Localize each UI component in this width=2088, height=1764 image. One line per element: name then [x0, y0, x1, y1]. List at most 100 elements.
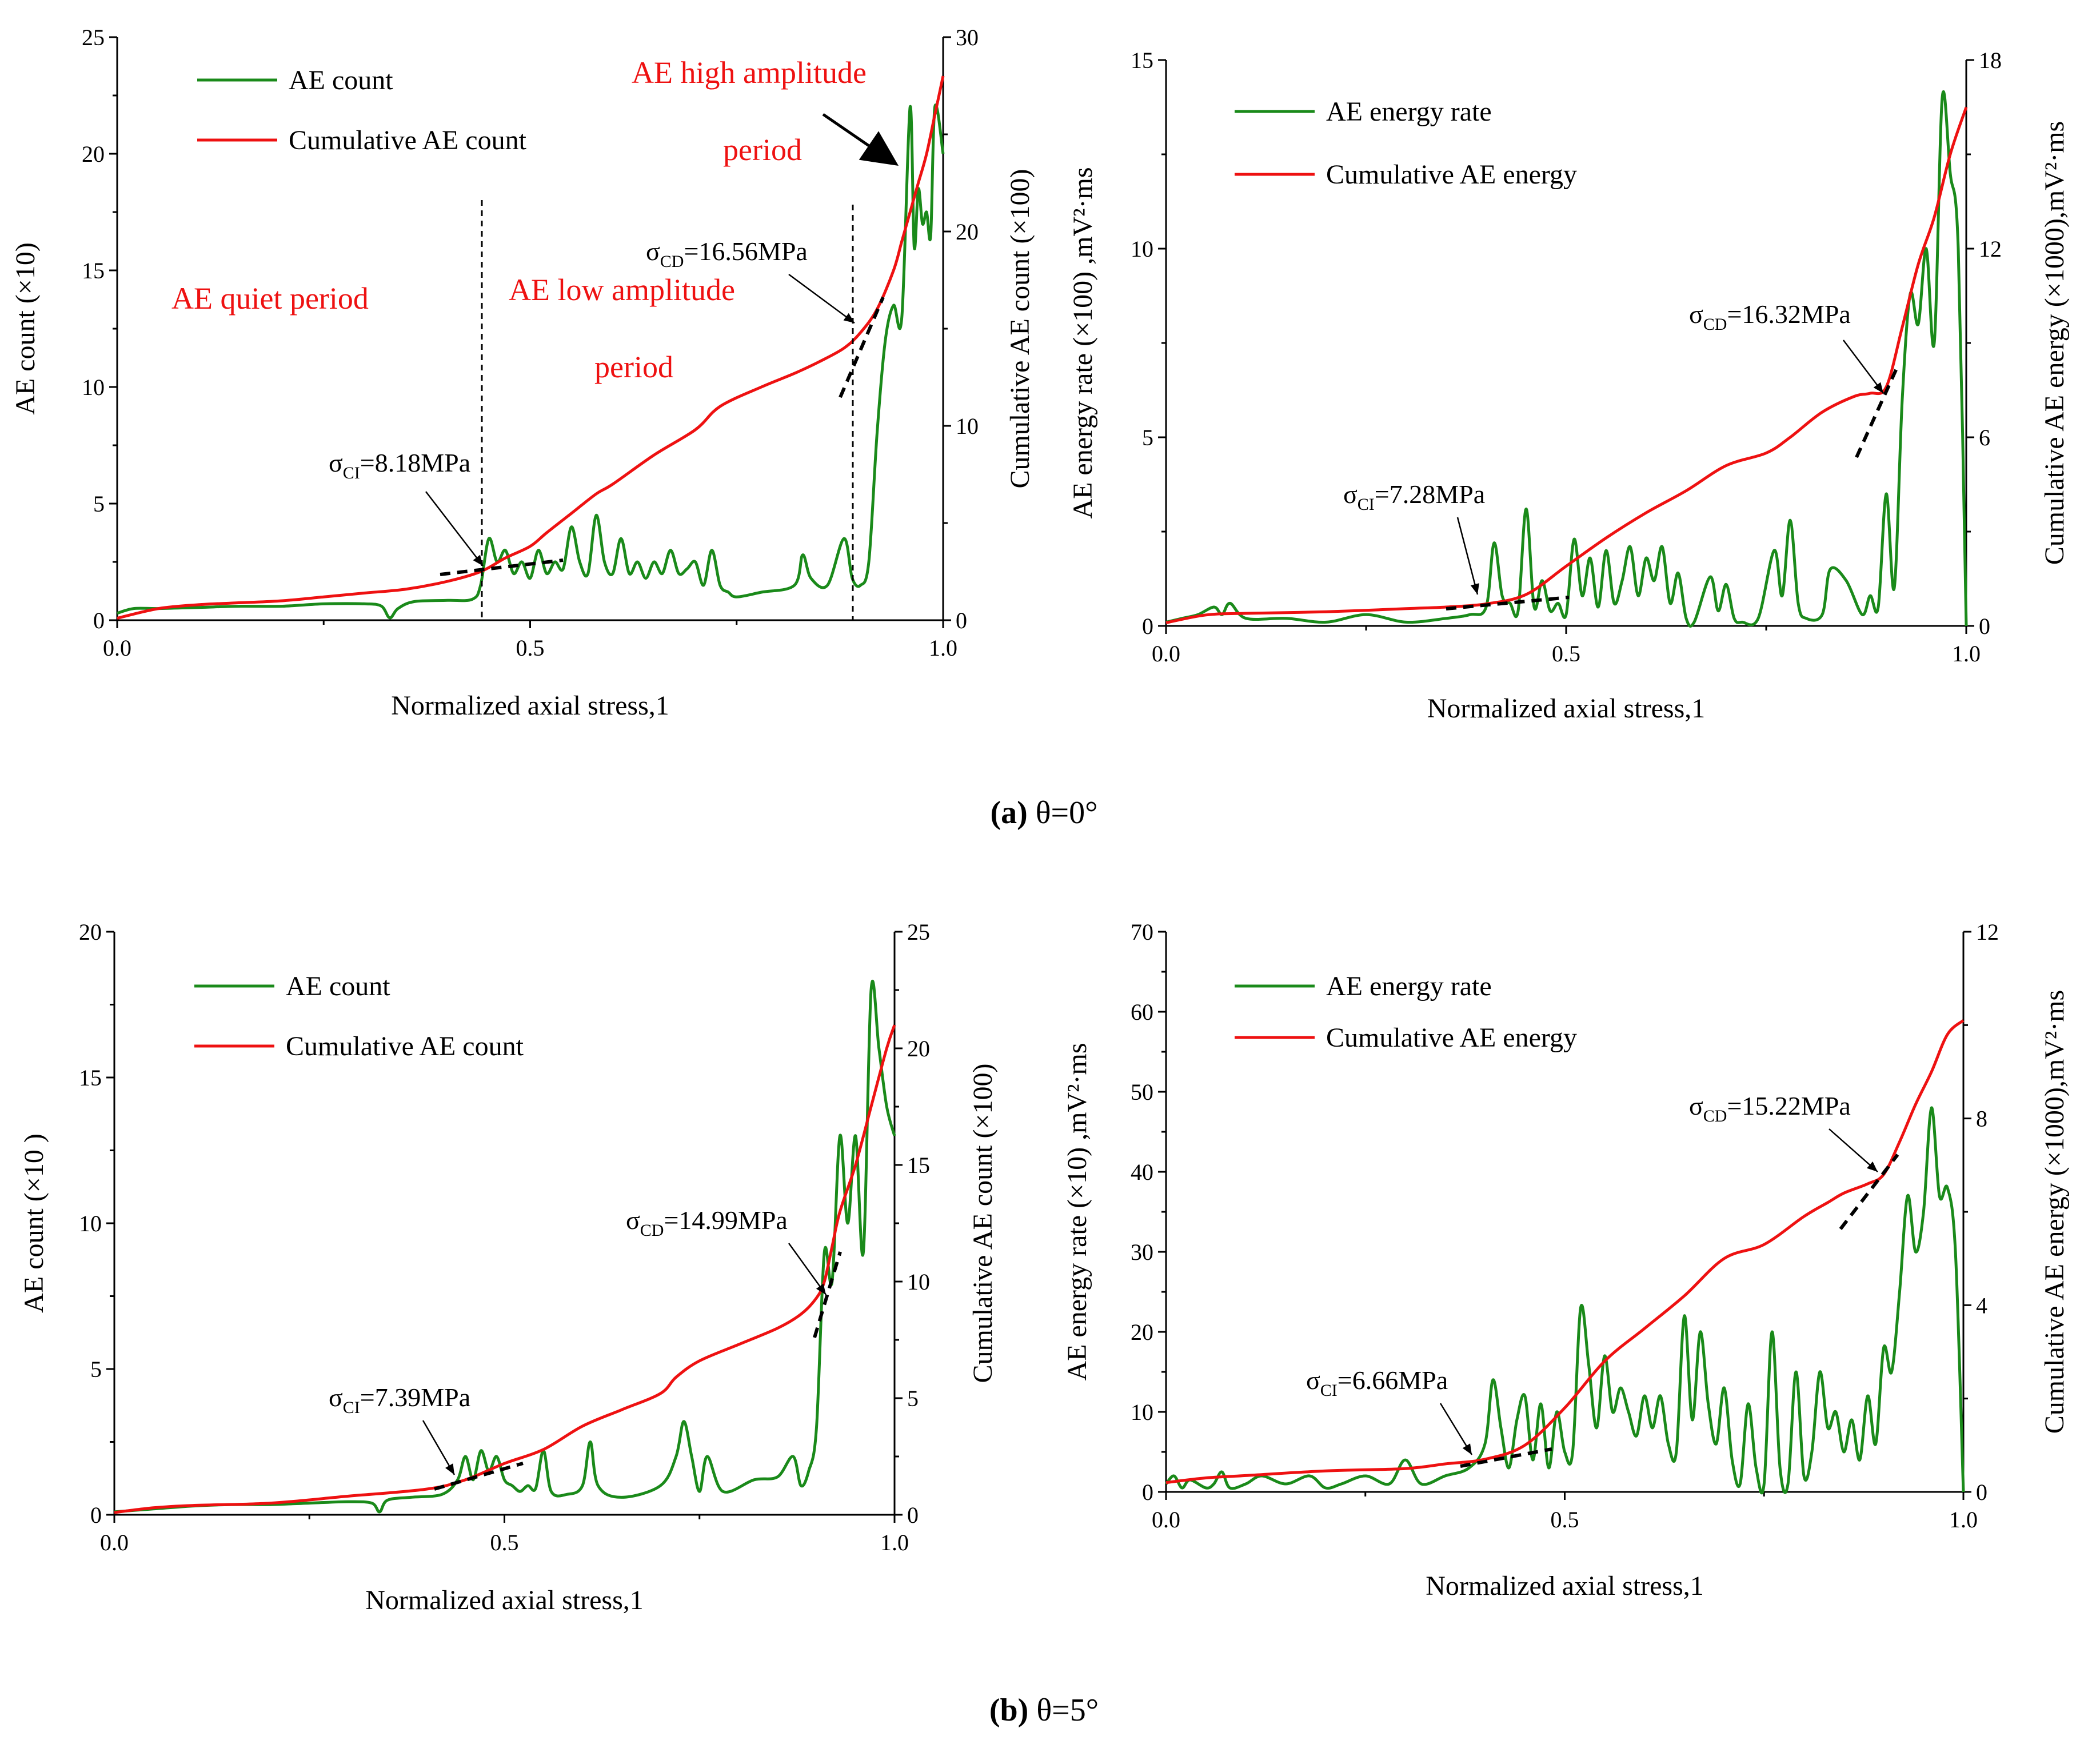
x-axis-label: Normalized axial stress,1 [1426, 1571, 1704, 1601]
y-tick-label: 70 [1131, 919, 1153, 945]
y-tick-label: 60 [1131, 999, 1153, 1025]
y2-tick-label: 20 [956, 219, 979, 245]
x-axis-label: Normalized axial stress,1 [365, 1585, 644, 1615]
tangent-dash [1839, 1154, 1899, 1230]
y-tick-label: 0 [1142, 613, 1153, 639]
threshold-arrowhead [445, 1463, 454, 1475]
tangent-dash [440, 558, 564, 576]
y2-tick-label: 18 [1979, 47, 2002, 73]
annotation-text: AE quiet period [171, 281, 369, 316]
series-line-ae-rate [117, 103, 945, 620]
legend-label-ae-rate: AE energy rate [1326, 971, 1492, 1001]
threshold-arrowhead [1470, 583, 1479, 594]
threshold-arrowhead [1462, 1443, 1472, 1455]
y2-axis-label: Cumulative AE energy (×1000),mV²·ms [2039, 990, 2070, 1434]
y-tick-label: 5 [1142, 425, 1153, 450]
x-tick-label: 0.5 [490, 1530, 519, 1555]
threshold-arrowhead [1873, 382, 1883, 393]
y-tick-label: 10 [1131, 236, 1153, 262]
y2-tick-label: 4 [1976, 1292, 1987, 1318]
legend-label-ae-rate: AE energy rate [1326, 97, 1492, 127]
legend-label-ae-rate: AE count [289, 65, 393, 95]
y-tick-label: 10 [79, 1211, 102, 1236]
y-tick-label: 30 [1131, 1239, 1153, 1265]
series-line-cumulative [1165, 106, 1968, 624]
y2-tick-label: 0 [956, 608, 967, 633]
x-tick-label: 0.0 [1152, 1507, 1180, 1532]
threshold-label: σCD=16.32MPa [1689, 300, 1851, 334]
legend-label-cumulative: Cumulative AE energy [1326, 159, 1577, 190]
y-tick-label: 5 [93, 491, 105, 517]
series-line-ae-rate [1165, 1106, 1965, 1495]
y2-tick-label: 25 [907, 919, 930, 945]
x-tick-label: 0.5 [1552, 641, 1580, 667]
x-tick-label: 1.0 [1949, 1507, 1978, 1532]
annotation-text: period [723, 133, 802, 167]
threshold-label: σCI=8.18MPa [329, 448, 470, 482]
y-tick-label: 0 [1142, 1479, 1153, 1505]
legend-label-ae-rate: AE count [286, 971, 390, 1001]
y2-tick-label: 0 [907, 1502, 919, 1528]
y-tick-label: 5 [90, 1356, 102, 1382]
y-axis-label: AE count (×10 ) [19, 1134, 49, 1313]
series-line-cumulative [1165, 1019, 1965, 1484]
tangent-dash [813, 1251, 842, 1338]
y2-tick-label: 0 [1976, 1479, 1987, 1505]
threshold-label: σCI=7.28MPa [1343, 480, 1485, 514]
y-tick-label: 10 [1131, 1399, 1153, 1425]
threshold-arrow [788, 1243, 827, 1295]
y2-tick-label: 5 [907, 1386, 919, 1411]
y-tick-label: 20 [82, 141, 105, 167]
caption-a-text: θ=0° [1035, 795, 1098, 831]
y2-axis-label: Cumulative AE energy (×1000),mV²·ms [2039, 121, 2070, 565]
x-tick-label: 0.0 [103, 635, 131, 661]
x-tick-label: 1.0 [929, 635, 957, 661]
caption-b-text: θ=5° [1036, 1693, 1099, 1728]
y2-tick-label: 8 [1976, 1106, 1987, 1132]
y2-tick-label: 12 [1976, 919, 1999, 945]
threshold-label: σCD=16.56MPa [646, 237, 808, 271]
y-tick-label: 20 [79, 919, 102, 945]
threshold-arrow [425, 491, 484, 566]
y-axis-label: AE energy rate (×10) ,mV²·ms [1062, 1043, 1092, 1380]
threshold-label: σCD=15.22MPa [1689, 1091, 1851, 1126]
annotation-text: AE low amplitude [509, 273, 735, 307]
y2-tick-label: 6 [1979, 425, 1990, 450]
high-amplitude-arrowhead [859, 131, 899, 166]
y2-tick-label: 10 [956, 413, 979, 439]
y-tick-label: 25 [82, 25, 105, 50]
x-tick-label: 1.0 [1952, 641, 1981, 667]
legend-label-cumulative: Cumulative AE count [289, 125, 527, 155]
y-tick-label: 50 [1131, 1079, 1153, 1105]
x-tick-label: 0.5 [516, 635, 545, 661]
series-line-cumulative [114, 1024, 896, 1514]
threshold-arrowhead [816, 1283, 826, 1295]
series-line-ae-rate [114, 979, 896, 1514]
y2-tick-label: 30 [956, 25, 979, 50]
caption-a: (a) θ=0° [0, 795, 2088, 831]
annotation-text: AE high amplitude [632, 55, 867, 90]
threshold-arrowhead [1867, 1161, 1878, 1172]
y-tick-label: 0 [90, 1502, 102, 1528]
series-line-ae-rate [1165, 90, 1968, 628]
y2-tick-label: 20 [907, 1036, 930, 1061]
y-tick-label: 15 [82, 258, 105, 284]
y2-axis-label: Cumulative AE count (×100) [1005, 169, 1035, 489]
caption-b: (b) θ=5° [0, 1692, 2088, 1729]
threshold-arrow [1829, 1128, 1878, 1172]
y2-tick-label: 10 [907, 1269, 930, 1295]
threshold-arrowhead [843, 313, 855, 323]
y-tick-label: 15 [79, 1065, 102, 1091]
threshold-label: σCI=6.66MPa [1306, 1366, 1448, 1400]
y2-tick-label: 0 [1979, 613, 1990, 639]
threshold-arrow [1843, 340, 1884, 394]
tangent-dash [1460, 1447, 1552, 1468]
tangent-dash [1446, 596, 1570, 610]
y-tick-label: 0 [93, 608, 105, 633]
x-axis-label: Normalized axial stress,1 [391, 691, 669, 721]
